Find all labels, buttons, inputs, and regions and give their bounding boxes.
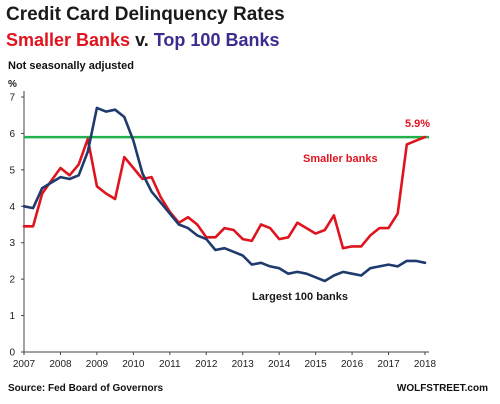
y-tick-label-6: 6 xyxy=(9,129,15,140)
subtitle-smaller-banks: Smaller Banks xyxy=(6,30,131,50)
chart-note: Not seasonally adjusted xyxy=(8,60,134,72)
x-tick-label-2010: 2010 xyxy=(122,359,145,370)
last-value-label: 5.9% xyxy=(405,118,430,130)
x-tick-label-2013: 2013 xyxy=(232,359,255,370)
y-tick-label-5: 5 xyxy=(9,165,15,176)
x-tick-label-2017: 2017 xyxy=(377,359,400,370)
brand-mark: WOLFSTREET.com xyxy=(396,383,488,394)
series-smaller-banks xyxy=(22,135,427,250)
source-note: Source: Fed Board of Governors xyxy=(8,383,164,394)
y-tick-label-4: 4 xyxy=(9,202,15,213)
x-tick-label-2011: 2011 xyxy=(159,359,181,370)
y-tick-label-0: 0 xyxy=(9,348,15,359)
x-tick-label-2014: 2014 xyxy=(268,359,291,370)
chart-title: Credit Card Delinquency Rates xyxy=(6,4,285,25)
x-tick-label-2007: 2007 xyxy=(13,359,36,370)
x-tick-label-2009: 2009 xyxy=(86,359,109,370)
y-tick-label-2: 2 xyxy=(9,275,15,286)
x-tick-label-2016: 2016 xyxy=(341,359,364,370)
x-tick-label-2015: 2015 xyxy=(305,359,328,370)
x-tick-label-2018: 2018 xyxy=(414,359,437,370)
y-tick-label-1: 1 xyxy=(9,311,15,322)
x-tick-label-2012: 2012 xyxy=(195,359,218,370)
smaller-banks-label: Smaller banks xyxy=(303,153,378,165)
subtitle-top-100-banks: Top 100 Banks xyxy=(153,30,280,50)
y-tick-label-3: 3 xyxy=(9,238,15,249)
y-axis-label: % xyxy=(8,79,17,90)
series-largest-100-banks xyxy=(22,106,427,283)
chart-subtitle: Smaller Banks v. Top 100 Banks xyxy=(6,30,279,51)
subtitle-separator: v. xyxy=(130,30,154,50)
largest-banks-label: Largest 100 banks xyxy=(252,291,348,303)
y-tick-label-7: 7 xyxy=(9,93,15,104)
x-tick-label-2008: 2008 xyxy=(49,359,72,370)
